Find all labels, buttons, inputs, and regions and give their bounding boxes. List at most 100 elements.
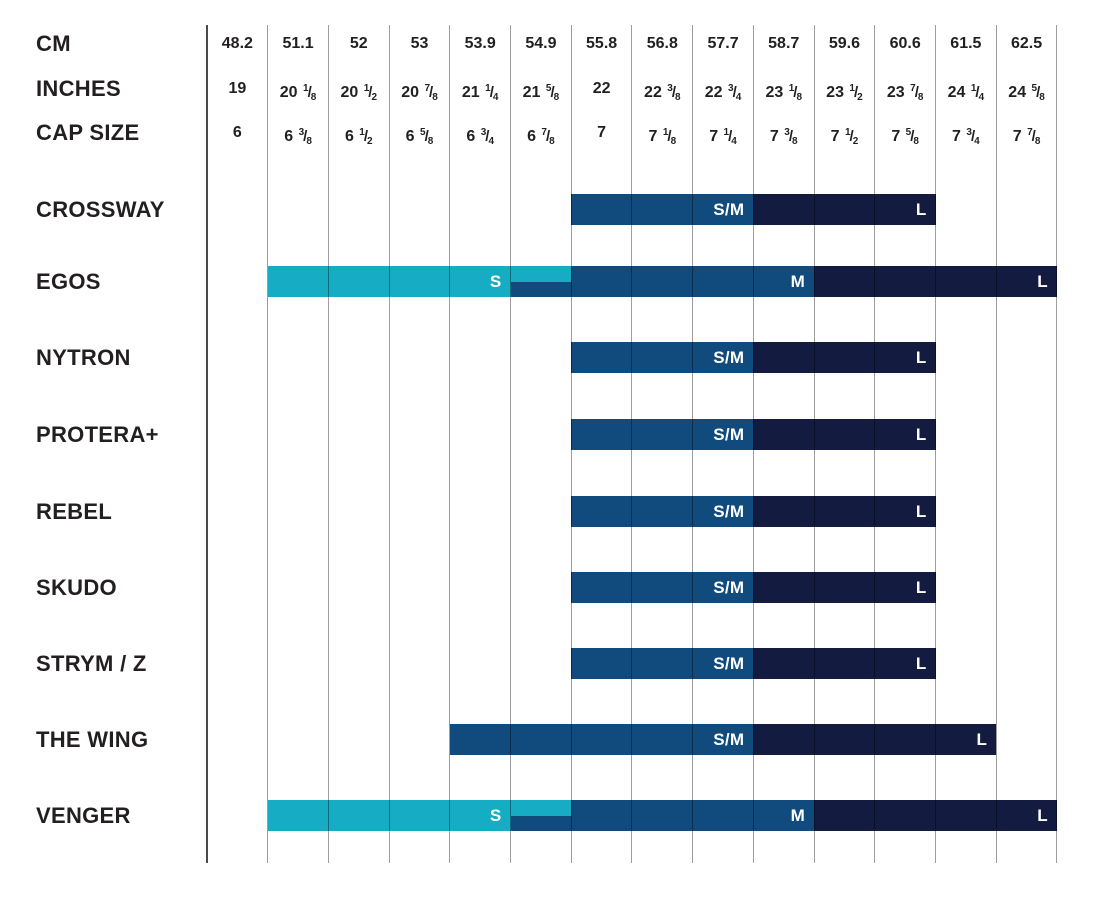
bar-size-label: L	[976, 729, 988, 749]
bar-size-label: S/M	[713, 199, 745, 219]
product-label: VENGER	[36, 802, 131, 828]
bar-size-label: M	[790, 271, 806, 291]
column-gridline	[631, 25, 633, 863]
size-bar-segment	[510, 800, 572, 816]
size-bar-segment: L	[753, 496, 936, 527]
product-label: REBEL	[36, 498, 113, 524]
product-label: THE WING	[36, 726, 149, 752]
header-cell: 62.5	[1011, 35, 1043, 52]
size-bar-segment: M	[571, 800, 815, 831]
header-cell: 52	[349, 35, 368, 52]
header-cell: 61.5	[950, 35, 982, 52]
header-cell: 21 1/4	[461, 83, 499, 103]
header-cell: 7 7/8	[1012, 127, 1041, 147]
column-gridline	[1056, 25, 1058, 863]
size-bar-segment: L	[753, 572, 936, 603]
column-gridline	[327, 25, 329, 863]
product-label: EGOS	[36, 268, 101, 294]
header-cell: 55.8	[586, 35, 618, 52]
header-cell: 20 1/8	[279, 83, 317, 103]
column-gridline	[995, 25, 997, 863]
header-cell: 20 7/8	[401, 83, 438, 103]
size-bar-segment: L	[814, 266, 1057, 297]
header-cell: 22 3/8	[644, 83, 681, 103]
header-label-inches: INCHES	[36, 76, 121, 101]
bar-size-label: S/M	[713, 729, 745, 749]
size-bar-segment	[510, 282, 572, 297]
column-gridline	[813, 25, 815, 863]
column-gridline	[692, 25, 694, 863]
column-gridline	[874, 25, 876, 863]
column-gridline	[752, 25, 754, 863]
header-cell: 21 5/8	[522, 83, 560, 103]
bar-size-label: S/M	[713, 501, 745, 521]
header-cell: 6 3/4	[466, 127, 494, 147]
bar-size-label: S/M	[713, 577, 745, 597]
header-cell: 60.6	[889, 35, 921, 52]
size-bar-segment: S	[267, 266, 511, 297]
header-cell: 7 5/8	[891, 127, 919, 147]
header-cell: 22 3/4	[704, 83, 742, 103]
size-bar-segment	[510, 816, 572, 831]
product-label: PROTERA+	[36, 421, 159, 447]
header-cell: 6 3/8	[284, 127, 312, 147]
header-cell: 51.1	[282, 35, 314, 52]
header-cell: 19	[228, 80, 247, 97]
column-gridline	[449, 25, 451, 863]
column-gridline	[570, 25, 572, 863]
header-cell: 56.8	[646, 35, 678, 52]
header-cell: 7 1/2	[830, 127, 859, 147]
header-cell: 22	[592, 80, 611, 97]
size-bar-segment: L	[753, 724, 997, 755]
first-column-gridline	[206, 25, 208, 863]
size-bar-segment	[510, 266, 572, 282]
size-bar-segment: L	[753, 648, 936, 679]
column-gridline	[510, 25, 512, 863]
header-cell: 48.2	[221, 35, 253, 52]
size-bar-segment: S/M	[571, 572, 754, 603]
bar-size-label: L	[915, 347, 927, 367]
header-cell: 58.7	[768, 35, 800, 52]
column-gridline	[388, 25, 390, 863]
header-cell: 6 1/2	[344, 127, 373, 147]
size-bar-segment: S/M	[571, 648, 754, 679]
bar-size-label: L	[915, 199, 927, 219]
size-bar-segment: L	[753, 342, 936, 373]
bar-size-label: M	[790, 805, 806, 825]
column-gridline	[935, 25, 937, 863]
header-cell: 6	[232, 124, 242, 141]
header-cell: 6 5/8	[405, 127, 434, 147]
header-cell: 7 3/8	[769, 127, 798, 147]
header-cell: 24 1/4	[947, 83, 985, 103]
size-bar-segment: S/M	[571, 194, 754, 225]
header-cell: 23 1/2	[826, 83, 863, 103]
product-label: NYTRON	[36, 344, 131, 370]
bar-size-label: L	[915, 424, 927, 444]
column-gridline	[267, 25, 269, 863]
header-cell: 23 7/8	[886, 83, 924, 103]
bar-size-label: S	[489, 271, 502, 291]
header-cell: 24 5/8	[1008, 83, 1045, 103]
header-cell: 6 7/8	[527, 127, 555, 147]
header-cell: 53	[410, 35, 429, 52]
bar-size-label: S	[489, 805, 502, 825]
header-cell: 23 1/8	[765, 83, 802, 103]
size-bar-segment: L	[814, 800, 1057, 831]
header-cell: 53.9	[464, 35, 496, 52]
product-label: SKUDO	[36, 574, 117, 600]
bar-size-label: S/M	[713, 653, 745, 673]
bar-size-label: L	[915, 501, 927, 521]
header-cell: 7	[597, 124, 607, 141]
size-bar-segment: L	[753, 419, 936, 450]
header-cell: 20 1/2	[340, 83, 378, 103]
size-bar-segment: M	[571, 266, 815, 297]
bar-size-label: L	[915, 653, 927, 673]
header-cell: 7 1/8	[648, 127, 677, 147]
product-label: STRYM / Z	[36, 650, 147, 676]
size-bar-segment: S/M	[571, 496, 754, 527]
size-bar-segment: S	[267, 800, 511, 831]
header-label-cap-size: CAP SIZE	[36, 120, 140, 145]
header-label-cm: CM	[36, 31, 71, 56]
header-cell: 7 1/4	[709, 127, 737, 147]
